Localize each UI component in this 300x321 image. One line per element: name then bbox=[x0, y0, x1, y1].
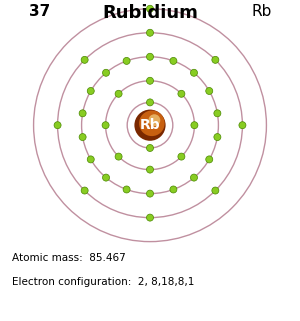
Text: Rb: Rb bbox=[251, 4, 272, 19]
Circle shape bbox=[148, 114, 160, 126]
Circle shape bbox=[146, 166, 154, 173]
Circle shape bbox=[214, 134, 221, 141]
Circle shape bbox=[123, 57, 130, 65]
Circle shape bbox=[178, 153, 185, 160]
Circle shape bbox=[102, 122, 109, 129]
Circle shape bbox=[123, 186, 130, 193]
Circle shape bbox=[87, 156, 94, 163]
Circle shape bbox=[115, 153, 122, 160]
Circle shape bbox=[103, 69, 110, 76]
Circle shape bbox=[170, 57, 177, 65]
Circle shape bbox=[191, 122, 198, 129]
Circle shape bbox=[146, 5, 154, 12]
Circle shape bbox=[146, 144, 154, 152]
Circle shape bbox=[139, 110, 165, 136]
Text: Rubidium: Rubidium bbox=[102, 4, 198, 22]
Circle shape bbox=[146, 190, 154, 197]
Circle shape bbox=[146, 53, 154, 60]
Circle shape bbox=[103, 174, 110, 181]
Circle shape bbox=[87, 88, 94, 94]
Circle shape bbox=[115, 90, 122, 97]
Circle shape bbox=[79, 110, 86, 117]
Circle shape bbox=[146, 214, 154, 221]
Text: alamy - 2GWT258: alamy - 2GWT258 bbox=[112, 305, 188, 314]
Circle shape bbox=[206, 156, 213, 163]
Text: 37: 37 bbox=[28, 4, 50, 19]
Circle shape bbox=[146, 29, 154, 36]
Text: Rb: Rb bbox=[140, 118, 160, 132]
Circle shape bbox=[134, 109, 166, 141]
Circle shape bbox=[178, 90, 185, 97]
Circle shape bbox=[212, 187, 219, 194]
Circle shape bbox=[190, 174, 197, 181]
Circle shape bbox=[206, 88, 213, 94]
Circle shape bbox=[81, 56, 88, 63]
Circle shape bbox=[79, 134, 86, 141]
Circle shape bbox=[146, 99, 154, 106]
Text: Electron configuration:  2, 8,18,8,1: Electron configuration: 2, 8,18,8,1 bbox=[12, 277, 194, 288]
Circle shape bbox=[190, 69, 197, 76]
Circle shape bbox=[54, 122, 61, 129]
Circle shape bbox=[146, 77, 154, 84]
Text: Atomic mass:  85.467: Atomic mass: 85.467 bbox=[12, 253, 126, 263]
Circle shape bbox=[81, 187, 88, 194]
Circle shape bbox=[212, 56, 219, 63]
Circle shape bbox=[214, 110, 221, 117]
Circle shape bbox=[170, 186, 177, 193]
Circle shape bbox=[239, 122, 246, 129]
